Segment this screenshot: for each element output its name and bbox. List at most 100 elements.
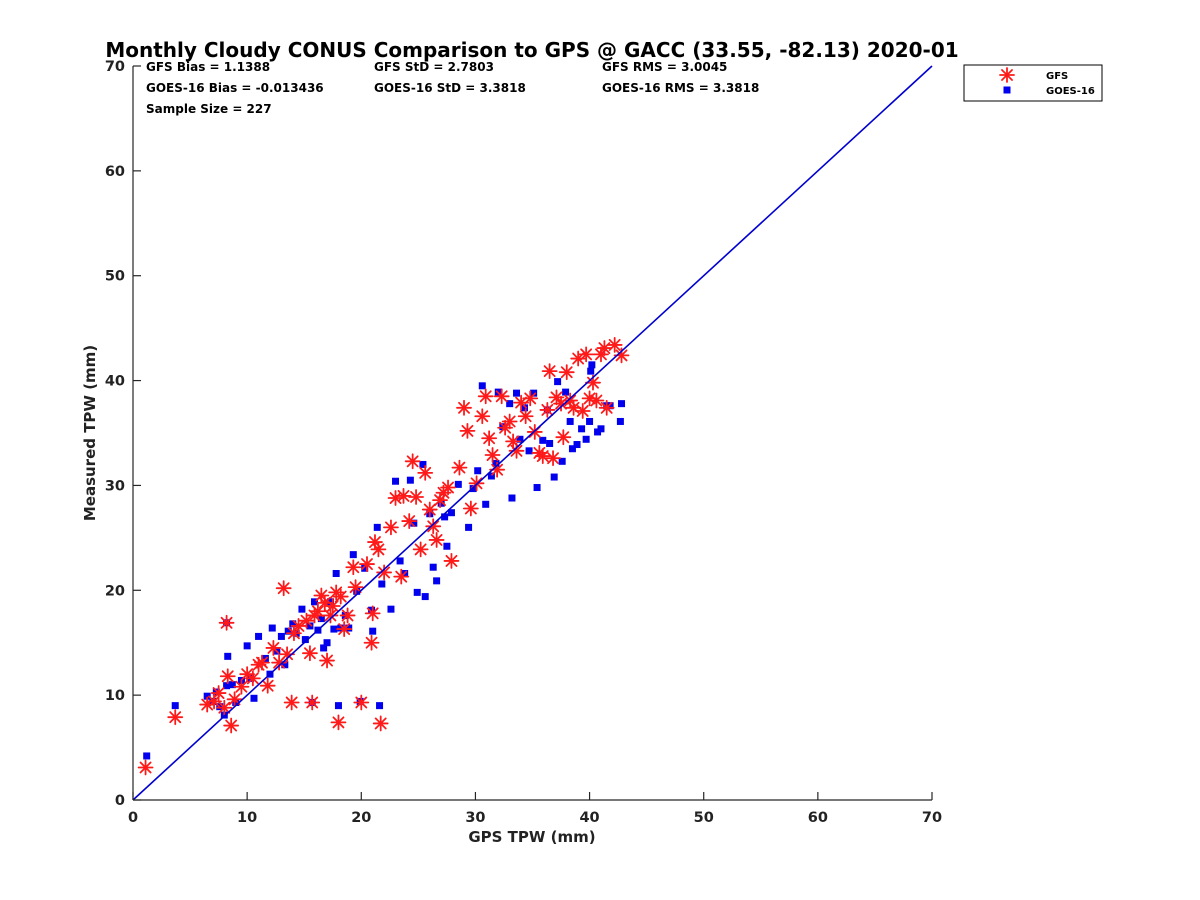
gfs-point	[298, 612, 315, 629]
goes16-point	[306, 622, 314, 630]
y-tick-label: 10	[105, 688, 125, 704]
goes16-point	[508, 494, 516, 502]
goes16-point	[228, 681, 236, 689]
x-tick-label: 40	[579, 810, 599, 826]
goes16-point	[310, 598, 318, 606]
gfs-point	[302, 645, 318, 662]
gfs-point	[493, 388, 510, 405]
gfs-point	[223, 717, 240, 734]
goes16-point	[369, 627, 377, 635]
goes16-point	[487, 472, 495, 480]
x-tick-label: 10	[237, 810, 257, 826]
goes16-point	[597, 425, 605, 433]
goes16-point	[368, 606, 376, 614]
gfs-point	[353, 694, 370, 711]
gfs-point	[477, 388, 494, 405]
goes16-point	[443, 542, 451, 550]
goes16-point	[143, 752, 151, 760]
gfs-point	[412, 541, 429, 558]
goes16-point	[616, 417, 624, 425]
gfs-point	[555, 429, 572, 446]
gfs-point	[199, 696, 216, 713]
goes16-point	[298, 605, 306, 613]
gfs-point	[290, 618, 307, 634]
gfs-point	[254, 654, 270, 671]
goes16-point	[406, 476, 414, 484]
x-tick-label: 0	[128, 810, 138, 826]
goes16-point	[353, 587, 361, 595]
goes16-point	[516, 435, 524, 443]
gfs-point	[265, 640, 282, 656]
goes16-point	[582, 435, 590, 443]
gfs-point	[339, 607, 356, 624]
goes16-point	[376, 702, 384, 710]
goes16-point	[243, 642, 251, 650]
gfs-point	[218, 614, 235, 631]
gfs-point	[421, 501, 438, 518]
y-tick-label: 20	[105, 583, 125, 599]
gfs-point	[417, 464, 434, 481]
gfs-point	[522, 390, 539, 407]
goes16-point	[421, 593, 429, 601]
gfs-point	[219, 668, 236, 685]
gfs-point	[596, 340, 613, 356]
gfs-point	[481, 430, 498, 447]
legend-gfs-label: GFS	[1046, 71, 1068, 82]
y-tick-label: 50	[105, 269, 125, 285]
gfs-point	[244, 670, 261, 687]
goes16-point	[454, 480, 462, 488]
gfs-point	[558, 364, 575, 381]
tick-labels: 0 10 20 30 40 50 60 70 0 10 20 30 40 50 60 70	[105, 59, 942, 826]
gfs-point	[462, 500, 479, 517]
gfs-point	[578, 346, 595, 363]
goes16-point	[334, 702, 342, 710]
sample-size-text: Sample Size = 227	[146, 102, 272, 116]
goes16-point	[441, 513, 449, 521]
gfs-point	[370, 541, 387, 558]
goes16-point	[284, 627, 292, 635]
gfs-point	[574, 403, 591, 419]
goes16-point	[232, 698, 240, 706]
goes16-point	[550, 473, 558, 481]
goes16-point	[419, 460, 427, 468]
gfs-point	[541, 363, 558, 380]
gfs-point	[226, 691, 243, 708]
gfs-std-text: GFS StD = 2.7803	[374, 60, 494, 74]
x-tick-label: 50	[694, 810, 714, 826]
gfs-point	[332, 588, 349, 605]
gfs-point	[364, 605, 381, 622]
goes16-point	[332, 570, 340, 578]
goes16-point	[289, 620, 297, 628]
goes16-point	[474, 467, 482, 475]
gfs-point	[383, 519, 399, 536]
gfs-point	[548, 389, 565, 406]
goes16-point	[413, 588, 421, 596]
goes16-point	[465, 523, 473, 531]
y-tick-label: 30	[105, 478, 125, 494]
gfs-point	[425, 518, 442, 535]
gfs-point	[393, 568, 410, 585]
goes16-point	[323, 639, 331, 647]
gfs-point	[233, 678, 250, 695]
goes16-point	[361, 564, 369, 572]
gfs-point	[401, 513, 418, 529]
goes16-bias-text: GOES-16 Bias = -0.013436	[146, 81, 324, 95]
goes16-point	[223, 682, 231, 690]
gfs-point	[372, 715, 389, 732]
goes16-point	[618, 400, 626, 408]
x-tick-label: 30	[465, 810, 485, 826]
goes16-point	[345, 624, 353, 632]
goes16-point	[171, 702, 179, 710]
goes16-point	[578, 425, 586, 433]
goes16-point	[326, 598, 334, 606]
gfs-point	[588, 392, 605, 409]
goes16-point	[392, 477, 400, 485]
gfs-point	[319, 652, 335, 669]
goes16-point	[378, 580, 386, 588]
goes16-point	[506, 400, 514, 408]
goes16-point	[250, 694, 258, 702]
goes16-rms-text: GOES-16 RMS = 3.3818	[602, 81, 759, 95]
y-tick-label: 70	[105, 59, 125, 75]
goes16-point	[554, 378, 562, 386]
